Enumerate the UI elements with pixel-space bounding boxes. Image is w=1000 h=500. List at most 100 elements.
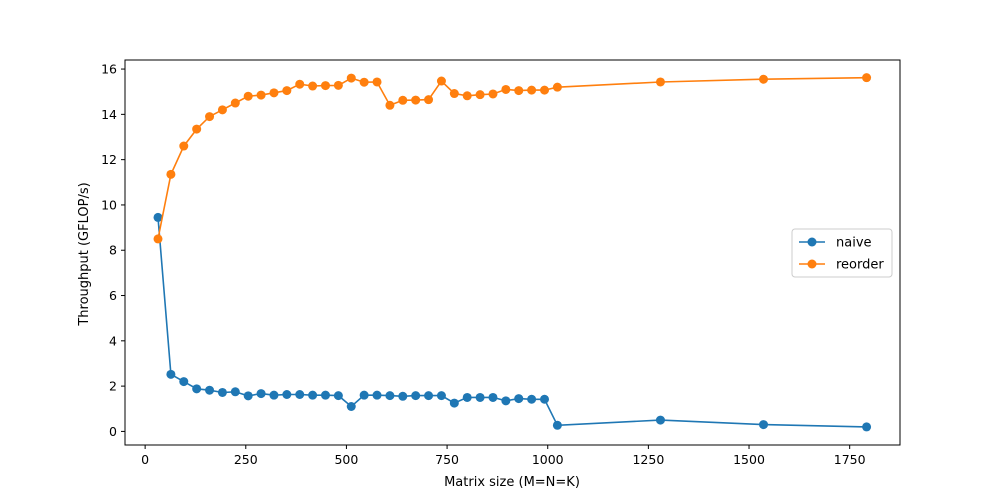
data-point-reorder — [411, 95, 421, 105]
y-axis-label: Throughput (GFLOP/s) — [77, 182, 92, 326]
data-point-reorder — [514, 86, 524, 96]
data-point-reorder — [179, 141, 189, 151]
plot-area — [153, 73, 872, 432]
x-tick-label: 1750 — [834, 452, 866, 467]
legend-marker-reorder — [807, 259, 817, 269]
y-tick-label: 14 — [101, 107, 117, 122]
data-point-naive — [295, 389, 305, 399]
y-tick-label: 12 — [101, 152, 117, 167]
y-tick-label: 10 — [101, 197, 117, 212]
data-point-naive — [475, 392, 485, 402]
data-point-reorder — [295, 79, 305, 89]
data-point-reorder — [501, 84, 511, 94]
legend-box — [791, 228, 893, 278]
data-point-naive — [424, 391, 434, 401]
data-point-naive — [488, 392, 498, 402]
data-point-naive — [449, 398, 459, 408]
data-point-reorder — [205, 112, 215, 122]
data-point-naive — [346, 402, 356, 411]
data-point-reorder — [346, 73, 356, 83]
data-point-naive — [436, 391, 446, 401]
data-point-naive — [333, 391, 343, 401]
x-tick-label: 1500 — [733, 452, 765, 467]
data-point-naive — [462, 392, 472, 402]
data-point-naive — [153, 212, 163, 222]
data-point-naive — [308, 390, 318, 400]
data-point-reorder — [552, 82, 562, 92]
data-point-reorder — [166, 169, 176, 179]
data-point-naive — [398, 391, 408, 401]
data-point-reorder — [256, 90, 266, 100]
data-point-naive — [540, 394, 550, 404]
x-axis-label: Matrix size (M=N=K) — [444, 475, 580, 490]
data-point-reorder — [217, 105, 227, 115]
legend-label-naive: naive — [836, 236, 872, 251]
data-point-reorder — [540, 85, 550, 95]
data-point-reorder — [449, 89, 459, 99]
x-tick-label: 750 — [435, 452, 459, 467]
data-point-naive — [269, 390, 279, 400]
data-point-naive — [655, 415, 665, 425]
data-point-reorder — [424, 95, 434, 105]
data-point-reorder — [308, 81, 318, 91]
y-tick-label: 16 — [101, 62, 117, 77]
data-point-naive — [256, 389, 266, 399]
data-point-naive — [359, 390, 369, 400]
data-point-naive — [192, 384, 202, 394]
data-point-naive — [552, 420, 562, 430]
data-point-reorder — [488, 89, 498, 99]
data-point-naive — [759, 420, 769, 430]
x-tick-label: 500 — [334, 452, 358, 467]
data-point-reorder — [192, 124, 202, 134]
data-point-reorder — [655, 77, 665, 87]
x-tick-label: 250 — [234, 452, 258, 467]
data-point-naive — [217, 387, 227, 397]
data-point-naive — [179, 377, 189, 387]
x-tick-label: 1000 — [532, 452, 564, 467]
y-tick-label: 4 — [109, 333, 117, 348]
data-point-naive — [501, 396, 511, 406]
data-point-naive — [862, 422, 872, 432]
x-tick-label: 1250 — [632, 452, 664, 467]
data-point-reorder — [333, 80, 343, 90]
data-point-naive — [514, 394, 524, 404]
data-point-reorder — [153, 234, 163, 244]
axes: 0 250 500 750 1000 1250 1500 1750 0 2 4 6 8 10 12 14 16 — [101, 59, 901, 467]
data-point-reorder — [527, 85, 537, 95]
data-point-reorder — [462, 91, 472, 101]
data-point-reorder — [385, 100, 395, 110]
legend-marker-naive — [807, 237, 817, 247]
data-point-naive — [243, 391, 253, 401]
data-point-naive — [230, 387, 240, 397]
data-point-naive — [320, 390, 330, 400]
data-point-reorder — [475, 90, 485, 100]
data-point-naive — [282, 389, 292, 399]
plot-frame — [124, 59, 901, 446]
data-point-reorder — [269, 88, 279, 98]
data-point-reorder — [320, 81, 330, 91]
data-point-reorder — [282, 86, 292, 96]
y-tick-label: 2 — [109, 379, 117, 394]
data-point-naive — [166, 369, 176, 379]
y-tick-label: 6 — [109, 288, 117, 303]
legend-label-reorder: reorder — [836, 258, 884, 273]
legend: naive reorder — [791, 228, 893, 278]
data-point-reorder — [436, 76, 446, 86]
data-point-naive — [372, 390, 382, 400]
data-point-naive — [527, 394, 537, 404]
y-tick-label: 0 — [109, 424, 117, 439]
data-point-naive — [411, 391, 421, 401]
data-point-reorder — [862, 73, 872, 83]
y-tick-label: 8 — [109, 243, 117, 258]
data-point-reorder — [398, 95, 408, 105]
data-point-naive — [205, 385, 215, 395]
data-point-naive — [385, 391, 395, 401]
data-point-reorder — [759, 74, 769, 84]
data-point-reorder — [243, 91, 253, 101]
data-point-reorder — [359, 77, 369, 87]
data-point-reorder — [372, 77, 382, 87]
data-point-reorder — [230, 98, 240, 108]
series-line-reorder — [157, 76, 867, 240]
x-tick-label: 0 — [141, 452, 149, 467]
